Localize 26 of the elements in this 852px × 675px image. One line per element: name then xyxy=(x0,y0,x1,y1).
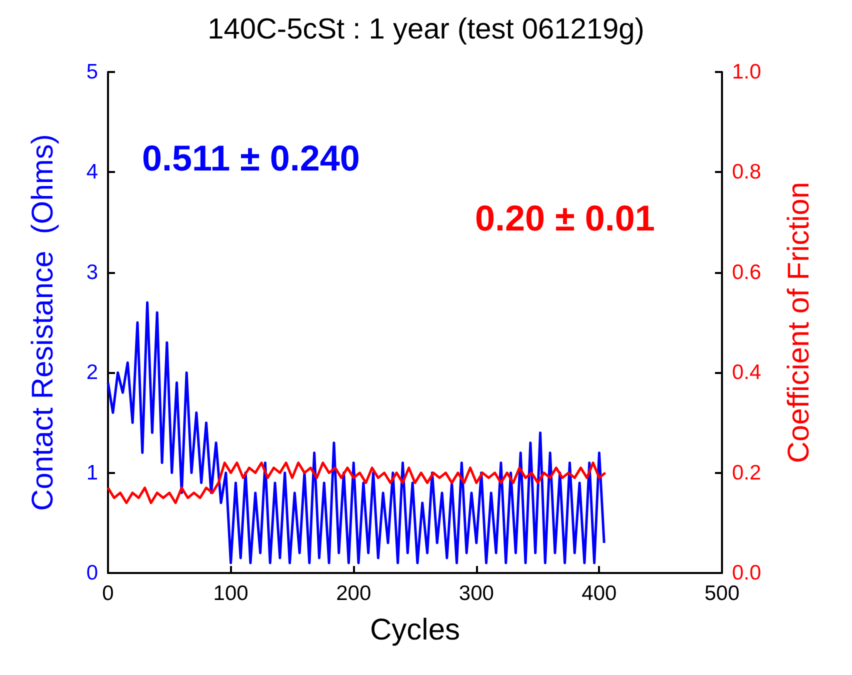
line-series xyxy=(106,301,606,564)
y2-tick-label: 0.0 xyxy=(732,562,762,584)
x-tick-label: 300 xyxy=(458,582,494,605)
y-tick-label: 0 xyxy=(86,562,98,584)
y2-axis-title: Coefficient of Friction xyxy=(782,182,816,464)
line-series xyxy=(106,462,607,504)
y2-tick-label: 0.8 xyxy=(732,160,762,184)
annotation: 0.511 ± 0.240 xyxy=(142,138,360,178)
y-tick-label: 1 xyxy=(86,461,98,484)
annotation: 0.20 ± 0.01 xyxy=(475,198,655,238)
y2-tick-label: 1.0 xyxy=(732,60,762,84)
x-tick-label: 400 xyxy=(582,582,617,605)
x-tick-label: 500 xyxy=(704,582,740,605)
y2-tick-label: 0.4 xyxy=(732,361,762,384)
y2-tick-label: 0.2 xyxy=(732,461,762,484)
y-tick-label: 3 xyxy=(86,260,98,284)
x-tick-label: 200 xyxy=(336,582,372,605)
x-tick-label: 100 xyxy=(213,582,248,605)
x-axis-title: Cycles xyxy=(370,614,460,646)
y-tick-label: 5 xyxy=(86,60,98,84)
chart-title: 140C-5cSt : 1 year (test 061219g) xyxy=(208,14,644,46)
x-tick-label: 0 xyxy=(102,582,114,605)
y-tick-label: 2 xyxy=(86,361,98,384)
y-axis-title: Contact Resistance (Ohms) xyxy=(26,134,60,511)
y2-tick-label: 0.6 xyxy=(732,260,762,284)
y-tick-label: 4 xyxy=(86,160,98,184)
